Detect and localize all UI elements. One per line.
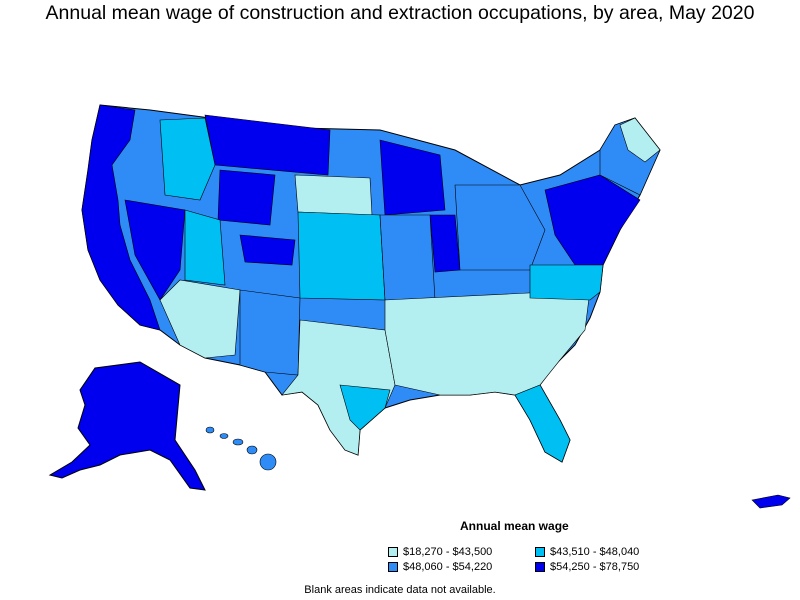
legend-label: $48,060 - $54,220 xyxy=(403,561,493,573)
legend-swatch xyxy=(535,547,545,557)
region-montana xyxy=(204,114,331,176)
hawaii xyxy=(205,426,277,471)
alaska xyxy=(48,361,206,491)
legend-item-highest: $54,250 - $78,750 xyxy=(535,561,639,573)
region-virginia xyxy=(529,264,604,301)
region-upper-midwest xyxy=(379,139,446,216)
region-northwest-interior xyxy=(159,117,216,201)
region-dakotas xyxy=(294,174,373,216)
region-illinois xyxy=(429,214,461,273)
legend-swatch xyxy=(535,562,545,572)
region-colorado-front xyxy=(239,234,296,266)
region-utah xyxy=(184,209,226,286)
region-texas-gulf xyxy=(339,384,391,431)
legend-swatch xyxy=(388,547,398,557)
region-great-lakes xyxy=(454,184,546,271)
region-northeast xyxy=(544,174,641,266)
region-plains xyxy=(297,211,386,301)
region-new-mexico xyxy=(239,289,301,376)
region-florida xyxy=(514,384,571,463)
region-southeast xyxy=(384,289,591,396)
legend-label: $43,510 - $48,040 xyxy=(550,546,640,558)
map-title: Annual mean wage of construction and ext… xyxy=(45,2,755,24)
legend-swatch xyxy=(388,562,398,572)
footnote: Blank areas indicate data not available. xyxy=(304,584,496,596)
region-nevada xyxy=(124,199,186,301)
legend-label: $54,250 - $78,750 xyxy=(550,561,640,573)
region-west-coast xyxy=(81,104,161,331)
legend-item-high: $48,060 - $54,220 xyxy=(388,561,492,573)
legend-title: Annual mean wage xyxy=(460,519,569,533)
region-maine xyxy=(619,117,661,163)
region-wyoming xyxy=(217,169,276,226)
legend-item-lowest: $18,270 - $43,500 xyxy=(388,546,492,558)
region-arizona xyxy=(159,279,241,359)
puerto-rico xyxy=(751,494,791,509)
legend-item-low: $43,510 - $48,040 xyxy=(535,546,639,558)
legend-label: $18,270 - $43,500 xyxy=(403,546,493,558)
region-iowa-missouri xyxy=(379,214,436,301)
